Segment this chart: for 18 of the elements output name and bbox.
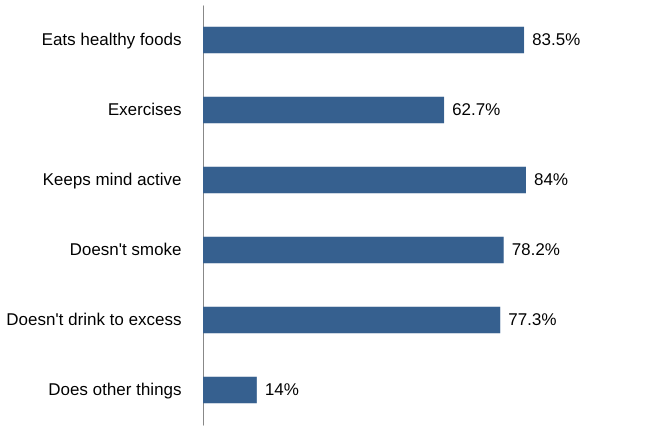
bar bbox=[203, 236, 504, 264]
bar bbox=[203, 166, 526, 194]
y-tick-label: Eats healthy foods bbox=[42, 30, 182, 49]
data-label: 62.7% bbox=[452, 100, 500, 119]
data-label: 14% bbox=[264, 380, 299, 399]
data-label: 77.3% bbox=[508, 310, 556, 329]
data-label: 84% bbox=[534, 170, 568, 189]
data-label: 83.5% bbox=[532, 30, 580, 49]
bar bbox=[203, 306, 500, 334]
y-tick-label: Exercises bbox=[108, 100, 182, 119]
y-tick-label: Doesn't smoke bbox=[70, 240, 182, 259]
y-tick-label: Doesn't drink to excess bbox=[6, 310, 182, 329]
bar bbox=[203, 26, 524, 54]
y-tick-label: Keeps mind active bbox=[42, 170, 182, 189]
y-tick-label: Does other things bbox=[48, 380, 182, 399]
bar bbox=[203, 96, 444, 124]
data-label: 78.2% bbox=[512, 240, 560, 259]
bar bbox=[203, 376, 257, 404]
